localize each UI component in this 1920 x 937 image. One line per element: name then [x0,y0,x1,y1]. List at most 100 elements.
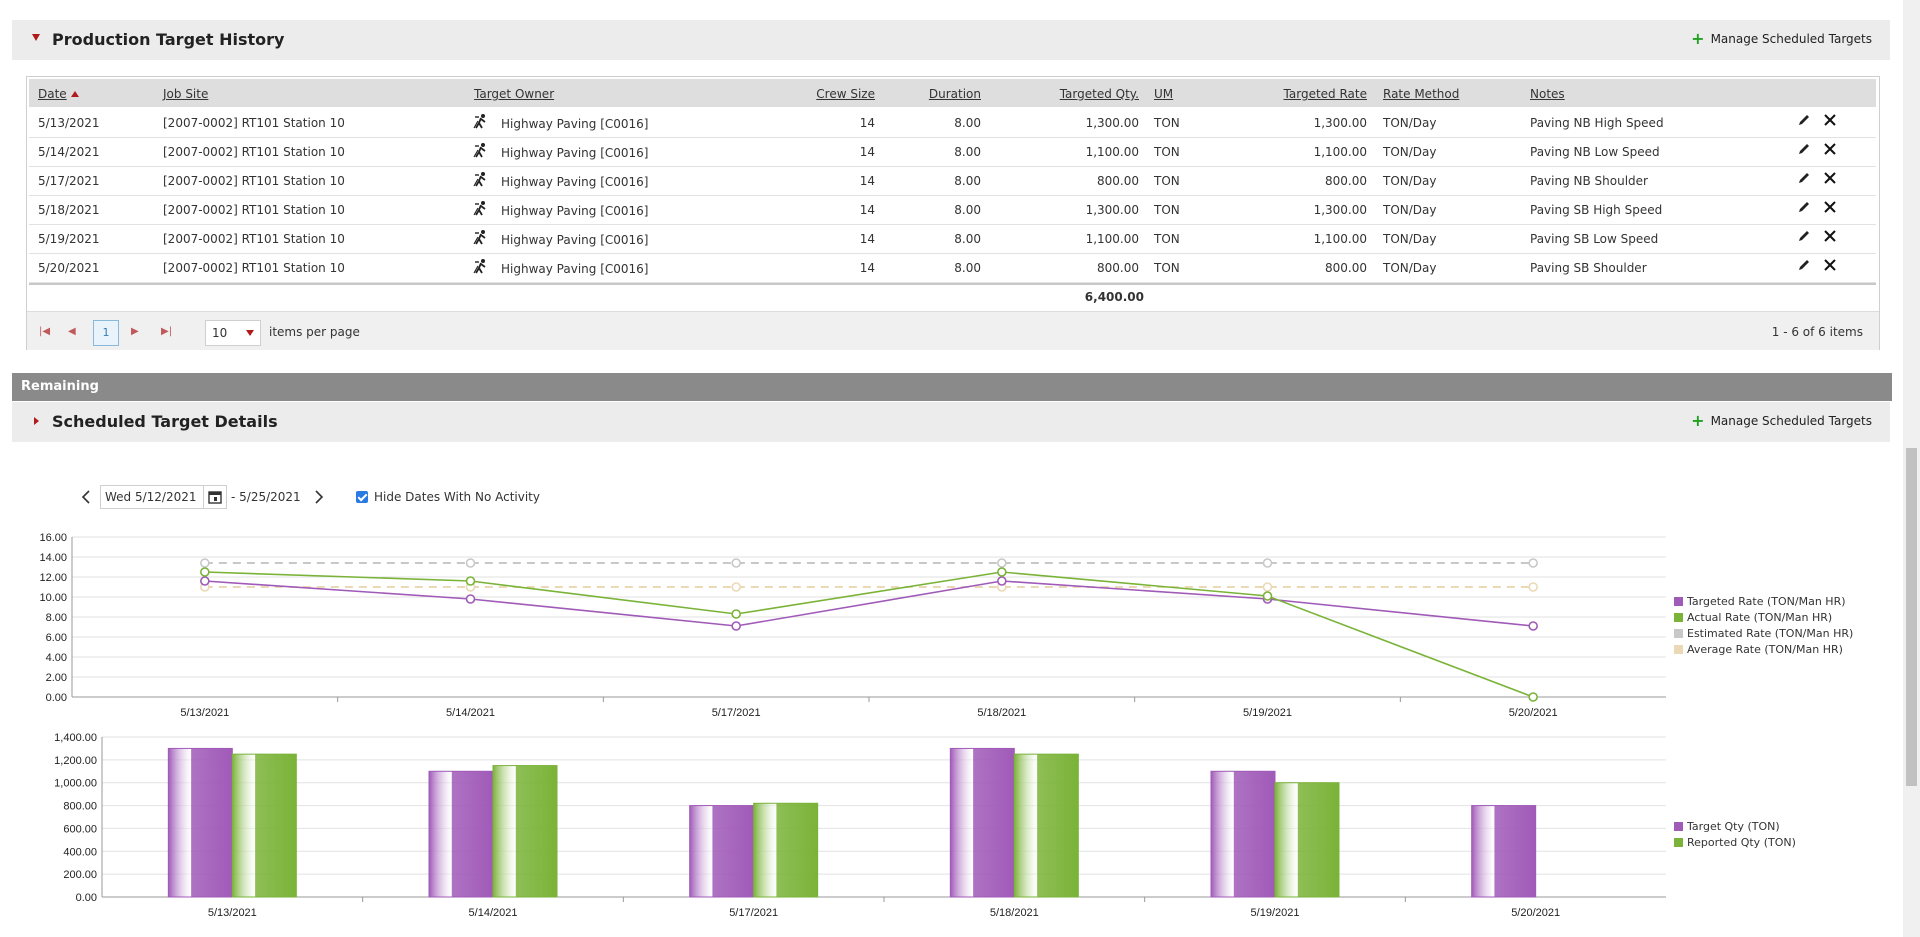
legend-item[interactable]: Reported Qty (TON) [1674,834,1796,850]
worker-icon [473,229,489,248]
column-header-date[interactable]: Date [38,87,79,101]
cell-crew-size: 14 [859,145,875,159]
table-row[interactable]: 5/17/2021 [2007-0002] RT101 Station 10 Hig… [29,166,1876,196]
pager-info: 1 - 6 of 6 items [1771,325,1863,339]
column-header-job-site[interactable]: Job Site [163,87,209,101]
data-point [1262,582,1273,592]
cell-target-owner: Highway Paving [C0016] [501,204,649,218]
grid-pager: |◀ ◀ 1 ▶ ▶| 10 items per page 1 - 6 of 6… [27,311,1879,350]
legend-label: Actual Rate (TON/Man HR) [1687,610,1833,624]
legend-swatch [1674,596,1683,606]
page-size-select[interactable]: 10 [205,320,261,346]
cell-target-owner: Highway Paving [C0016] [501,262,649,276]
column-header-rate-method[interactable]: Rate Method [1383,87,1460,101]
legend-item[interactable]: Estimated Rate (TON/Man HR) [1674,625,1853,641]
first-page-icon[interactable]: |◀ [39,326,51,337]
next-range-icon[interactable] [309,487,327,507]
edit-pencil-icon[interactable] [1797,171,1811,188]
column-header-target-owner[interactable]: Target Owner [474,87,555,101]
start-date-input[interactable]: Wed 5/12/2021 [100,485,204,509]
cell-job-site: [2007-0002] RT101 Station 10 [163,145,345,159]
table-row[interactable]: 5/20/2021 [2007-0002] RT101 Station 10 Hig… [29,253,1876,283]
edit-pencil-icon[interactable] [1797,113,1811,130]
legend-swatch [1674,628,1683,638]
scrollbar-thumb[interactable] [1906,448,1917,786]
cell-um: TON [1154,232,1180,246]
hide-dates-option[interactable]: Hide Dates With No Activity [356,490,540,504]
data-point [1528,621,1538,631]
details-panel-title: Scheduled Target Details [52,412,278,431]
edit-pencil-icon[interactable] [1797,258,1811,275]
table-row[interactable]: 5/19/2021 [2007-0002] RT101 Station 10 Hig… [29,224,1876,254]
cell-targeted-rate: 1,100.00 [1313,145,1367,159]
x-tick-label: 5/17/2021 [712,707,761,719]
hide-dates-checkbox[interactable] [356,491,368,503]
cell-targeted-qty: 1,100.00 [1085,145,1139,159]
legend-item[interactable]: Actual Rate (TON/Man HR) [1674,609,1853,625]
cell-crew-size: 14 [859,203,875,217]
cell-targeted-qty: 800.00 [1097,174,1139,188]
last-page-icon[interactable]: ▶| [161,326,173,337]
page-number-current[interactable]: 1 [93,320,119,346]
column-header-duration[interactable]: Duration [928,87,981,101]
delete-x-icon[interactable] [1823,142,1837,159]
prev-page-icon[interactable]: ◀ [68,326,76,337]
column-header-notes[interactable]: Notes [1530,87,1565,101]
page-scrollbar[interactable] [1903,0,1920,937]
y-tick-label: 400.00 [63,846,97,858]
cell-rate-method: TON/Day [1383,174,1437,188]
delete-x-icon[interactable] [1823,258,1837,275]
collapse-caret-icon[interactable] [32,34,40,41]
details-panel-header: Scheduled Target Details + Manage Schedu… [12,402,1890,442]
cell-date: 5/13/2021 [38,116,100,130]
history-panel-title: Production Target History [52,30,285,49]
cell-targeted-rate: 1,300.00 [1313,116,1367,130]
x-tick-label: 5/14/2021 [446,707,495,719]
cell-job-site: [2007-0002] RT101 Station 10 [163,232,345,246]
expand-caret-icon[interactable] [34,417,39,425]
column-header-targeted-qty[interactable]: Targeted Qty. [1059,87,1139,101]
cell-um: TON [1154,145,1180,159]
data-point [1528,558,1538,568]
edit-pencil-icon[interactable] [1797,142,1811,159]
data-point [997,567,1007,577]
remaining-section-bar: Remaining [12,373,1892,401]
cell-notes: Paving NB Low Speed [1530,145,1660,159]
dropdown-arrow-icon [246,330,254,336]
delete-x-icon[interactable] [1823,229,1837,246]
data-point [200,558,210,568]
y-tick-label: 200.00 [63,869,97,881]
legend-item[interactable]: Average Rate (TON/Man HR) [1674,641,1853,657]
edit-pencil-icon[interactable] [1797,200,1811,217]
legend-label: Average Rate (TON/Man HR) [1687,642,1843,656]
quantity-bar-chart: 0.00 200.00 400.00 600.00 800.00 1,000.00 1,20… [54,732,1666,919]
column-header-um[interactable]: UM [1154,87,1174,101]
next-page-icon[interactable]: ▶ [131,326,139,337]
hide-dates-label: Hide Dates With No Activity [374,490,540,504]
cell-crew-size: 14 [859,261,875,275]
calendar-button[interactable] [204,485,227,509]
cell-date: 5/19/2021 [38,232,100,246]
cell-um: TON [1154,116,1180,130]
legend-item[interactable]: Targeted Rate (TON/Man HR) [1674,593,1853,609]
y-tick-label: 0.00 [46,692,67,704]
data-point [731,609,741,619]
cell-notes: Paving NB High Speed [1530,116,1664,130]
table-row[interactable]: 5/14/2021 [2007-0002] RT101 Station 10 Hig… [29,137,1876,167]
cell-rate-method: TON/Day [1383,145,1437,159]
manage-scheduled-targets-button-2[interactable]: + Manage Scheduled Targets [1691,413,1872,429]
y-tick-label: 1,000.00 [54,778,97,790]
edit-pencil-icon[interactable] [1797,229,1811,246]
delete-x-icon[interactable] [1823,200,1837,217]
legend-item[interactable]: Target Qty (TON) [1674,818,1796,834]
table-row[interactable]: 5/13/2021 [2007-0002] RT101 Station 10 Hig… [29,108,1876,138]
column-header-crew-size[interactable]: Crew Size [816,87,875,101]
data-point [465,576,476,586]
y-tick-label: 2.00 [46,672,67,684]
delete-x-icon[interactable] [1823,171,1837,188]
previous-range-icon[interactable] [78,487,96,507]
delete-x-icon[interactable] [1823,113,1837,130]
column-header-targeted-rate[interactable]: Targeted Rate [1283,87,1367,101]
table-row[interactable]: 5/18/2021 [2007-0002] RT101 Station 10 Hig… [29,195,1876,225]
manage-scheduled-targets-button[interactable]: + Manage Scheduled Targets [1691,31,1872,47]
